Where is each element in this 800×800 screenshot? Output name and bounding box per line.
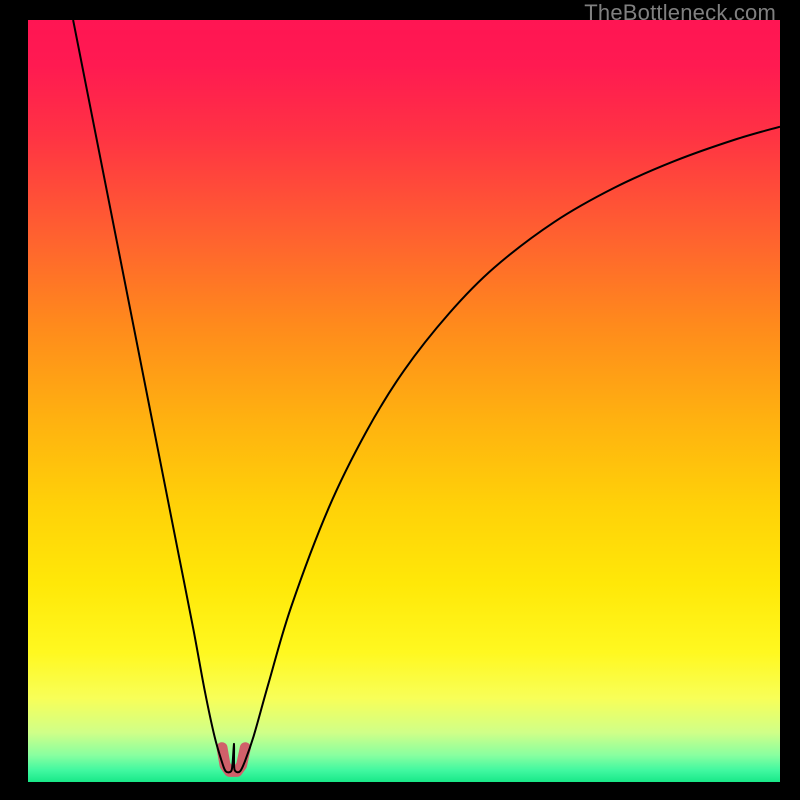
chart-svg	[28, 20, 780, 782]
chart-background-gradient	[28, 20, 780, 782]
watermark-text: TheBottleneck.com	[584, 0, 776, 26]
chart-frame: TheBottleneck.com	[0, 0, 800, 800]
plot-area	[28, 20, 780, 782]
